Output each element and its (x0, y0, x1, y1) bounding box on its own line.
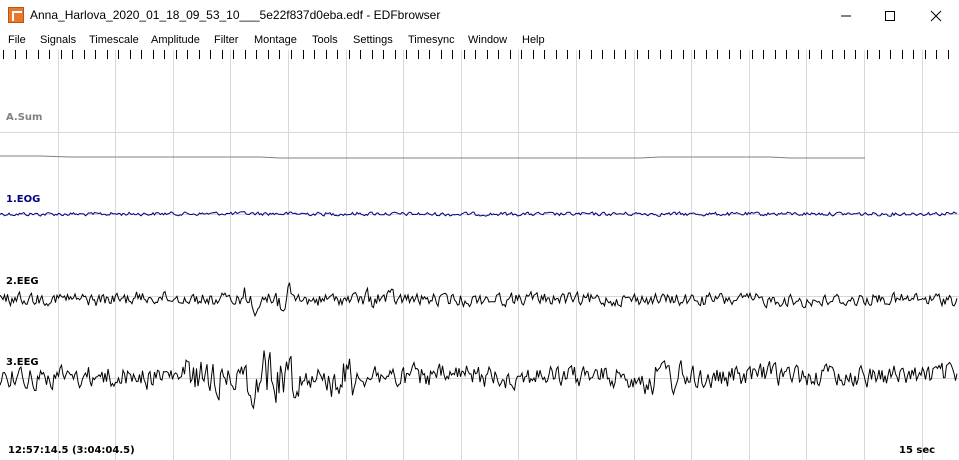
trace-eog (0, 211, 957, 217)
close-button[interactable] (913, 0, 959, 31)
menu-filter[interactable]: Filter (214, 34, 239, 46)
title-bar: Anna_Harlova_2020_01_18_09_53_10___5e22f… (0, 0, 959, 31)
signal-label-asum[interactable]: A.Sum (6, 112, 43, 123)
trace-asum (0, 155, 865, 159)
menu-montage[interactable]: Montage (254, 34, 297, 46)
signal-display-area[interactable]: A.Sum 1.EOG 2.EEG 3.EEG 12:57:14.5 (3:04… (0, 50, 959, 460)
edfbrowser-app-icon (8, 7, 24, 23)
menu-signals[interactable]: Signals (40, 34, 77, 46)
menu-window[interactable]: Window (468, 34, 508, 46)
menu-tools[interactable]: Tools (312, 34, 338, 46)
menu-amplitude[interactable]: Amplitude (151, 34, 200, 46)
menu-timescale[interactable]: Timescale (89, 34, 139, 46)
maximize-icon (885, 10, 895, 21)
minimize-button[interactable] (823, 0, 869, 31)
close-icon (930, 10, 942, 21)
signal-label-eeg3[interactable]: 3.EEG (6, 357, 39, 368)
time-ruler (3, 50, 949, 59)
menu-help[interactable]: Help (522, 34, 545, 46)
signal-traces (0, 155, 958, 410)
grid (0, 50, 959, 460)
trace-eeg3 (0, 350, 958, 410)
timescale-readout: 15 sec (899, 445, 936, 456)
menu-file[interactable]: File (8, 34, 26, 46)
signal-canvas[interactable] (0, 50, 959, 460)
minimize-icon (841, 15, 851, 16)
time-position-readout: 12:57:14.5 (3:04:04.5) (8, 445, 135, 456)
signal-label-eog[interactable]: 1.EOG (6, 194, 41, 205)
window-title: Anna_Harlova_2020_01_18_09_53_10___5e22f… (30, 8, 441, 22)
signal-label-eeg2[interactable]: 2.EEG (6, 276, 39, 287)
menu-timesync[interactable]: Timesync (408, 34, 455, 46)
maximize-button[interactable] (867, 0, 913, 31)
menu-settings[interactable]: Settings (353, 34, 393, 46)
trace-eeg2 (0, 282, 958, 318)
menu-bar: File Signals Timescale Amplitude Filter … (0, 31, 959, 50)
